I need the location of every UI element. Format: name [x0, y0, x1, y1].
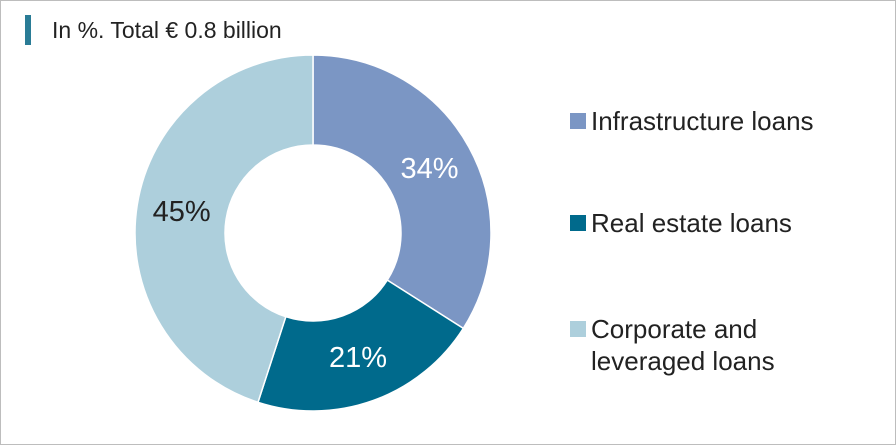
legend-item-real-estate-loans: Real estate loans	[570, 207, 851, 239]
donut-slice-corporate-and-leveraged-loans	[134, 54, 314, 404]
legend-item-infrastructure-loans: Infrastructure loans	[570, 105, 851, 137]
data-label-infrastructure-loans: 34%	[401, 153, 459, 185]
legend-label-infrastructure-loans: Infrastructure loans	[591, 106, 814, 136]
title-marker	[25, 15, 31, 45]
donut-slice-real-estate-loans	[257, 279, 465, 412]
legend-swatch-corporate-and-leveraged-loans	[570, 321, 586, 337]
chart-title: In %. Total € 0.8 billion	[52, 17, 282, 43]
data-label-corporate-and-leveraged-loans: 45%	[153, 196, 211, 228]
legend-swatch-infrastructure-loans	[570, 113, 586, 129]
donut-slice-infrastructure-loans	[312, 54, 492, 330]
data-label-real-estate-loans: 21%	[329, 342, 387, 374]
legend-swatch-real-estate-loans	[570, 215, 586, 231]
legend-item-corporate-and-leveraged-loans: Corporate and leveraged loans	[570, 313, 851, 377]
legend-label-corporate-and-leveraged-loans: Corporate and leveraged loans	[591, 314, 775, 376]
legend-label-real-estate-loans: Real estate loans	[591, 208, 792, 238]
